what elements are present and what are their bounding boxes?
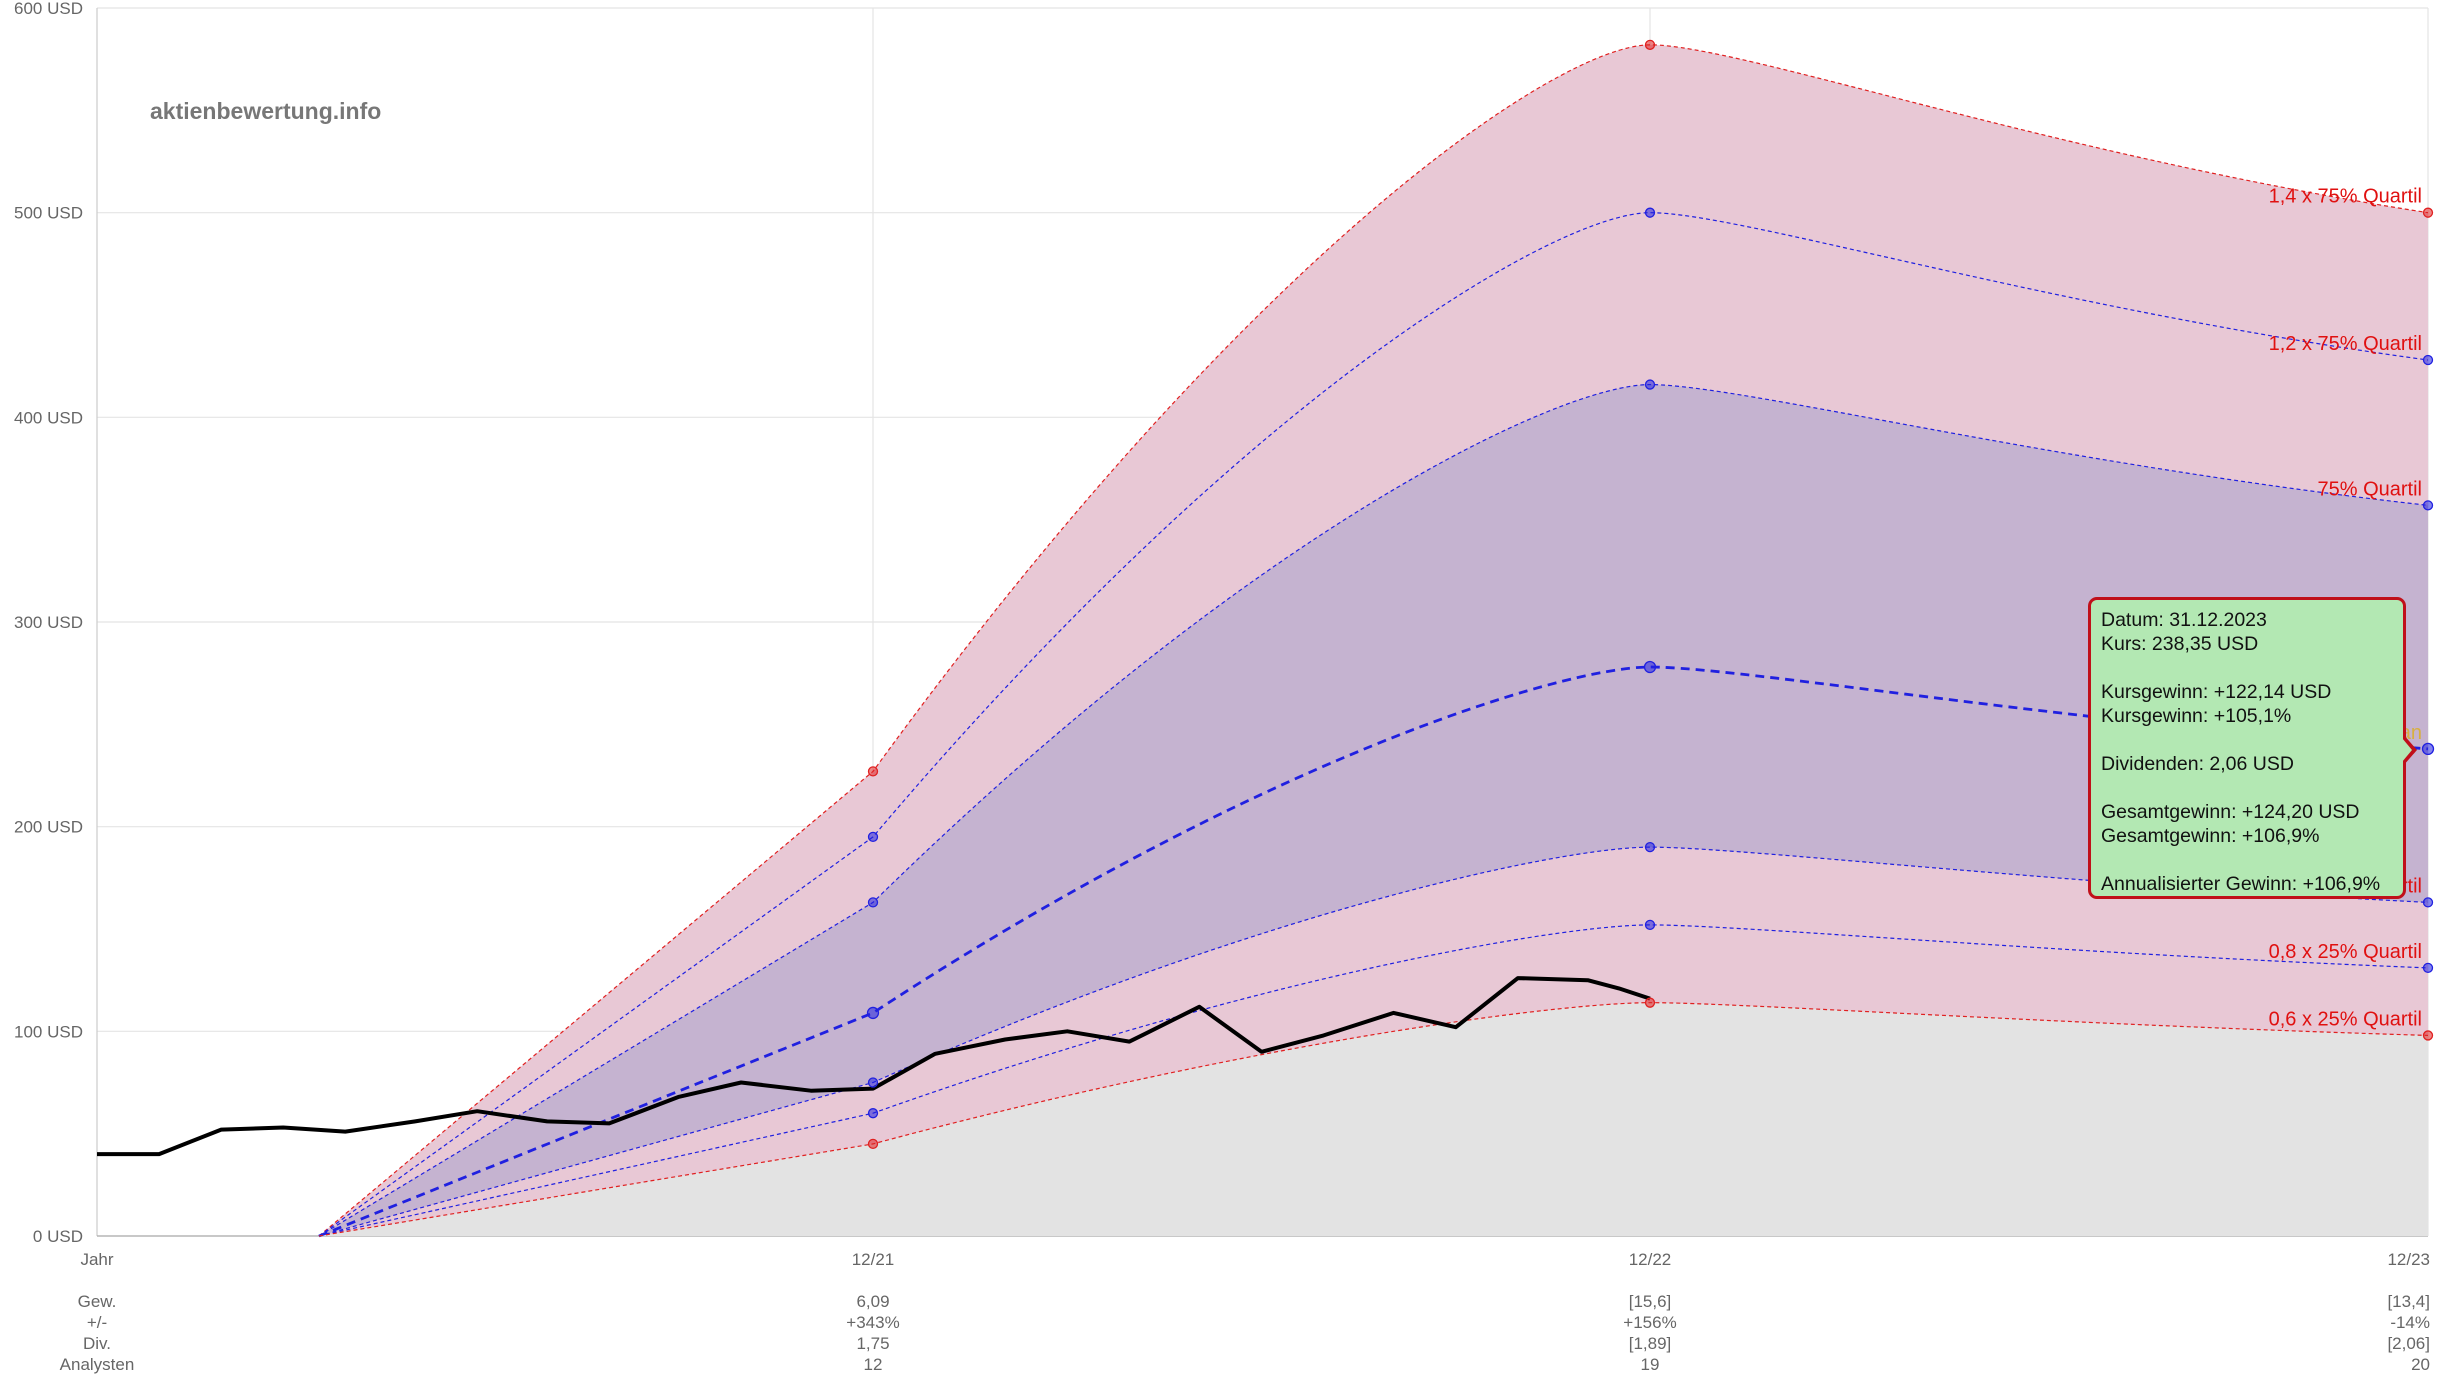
y-tick-label: 500 USD <box>14 204 83 223</box>
y-tick-label: 400 USD <box>14 408 83 427</box>
table-cell: [2,06] <box>2387 1334 2430 1353</box>
x-tick-labels: Jahr 12/21 12/22 12/23 <box>80 1250 2430 1269</box>
band-point-1-2 <box>2422 354 2434 366</box>
watermark: aktienbewertung.info <box>150 98 381 124</box>
band-point-4-0 <box>867 1077 879 1088</box>
table-cell: [1,89] <box>1629 1334 1672 1353</box>
band-point-6-1 <box>1644 997 1656 1008</box>
band-line-2 <box>318 383 2429 1237</box>
band-point-0-2 <box>2422 207 2434 218</box>
tooltip-price: Kurs: 238,35 USD <box>2101 633 2259 655</box>
price-series-line <box>97 976 1651 1157</box>
tooltip: Datum: 31.12.2023 Kurs: 238,35 USD Kursg… <box>2088 597 2406 899</box>
y-tick-label: 0 USD <box>33 1227 83 1246</box>
x-tick-label: 12/21 <box>852 1250 895 1269</box>
stats-table: Gew. +/- Div. Analysten 6,09 +343% 1,75 12 [15,6… <box>60 1292 2430 1374</box>
y-tick-label: 300 USD <box>14 613 83 632</box>
band-point-3-0 <box>866 1006 880 1020</box>
band-point-4-2 <box>2422 897 2434 908</box>
table-row-label: Gew. <box>78 1292 117 1311</box>
band-point-3-1 <box>1643 660 1657 674</box>
band-point-6-2 <box>2422 1030 2434 1041</box>
table-cell: 19 <box>1641 1355 1660 1374</box>
table-row-label: Div. <box>83 1334 111 1353</box>
band-point-5-1 <box>1644 919 1656 931</box>
x-tick-label: 12/22 <box>1629 1250 1672 1269</box>
band-label: 0,6 x 25% Quartil <box>2269 1008 2422 1030</box>
table-cell: [13,4] <box>2387 1292 2430 1311</box>
band-line-1 <box>318 212 2429 1237</box>
band-label: 1,4 x 75% Quartil <box>2269 186 2422 208</box>
table-row-label: Analysten <box>60 1355 135 1374</box>
table-cell: -14% <box>2390 1313 2430 1332</box>
price-line <box>97 976 1651 1157</box>
y-tick-label: 200 USD <box>14 818 83 837</box>
band-point-5-2 <box>2422 962 2434 974</box>
band-point-6-0 <box>867 1138 879 1150</box>
below-band-area <box>319 1002 2428 1236</box>
table-cell: +343% <box>846 1313 899 1332</box>
tooltip-annualized: Annualisierter Gewinn: +106,9% <box>2101 873 2381 895</box>
band-label: 1,2 x 75% Quartil <box>2269 333 2422 355</box>
table-cell: +156% <box>1623 1313 1676 1332</box>
tooltip-total-pct: Gesamtgewinn: +106,9% <box>2101 825 2320 847</box>
tooltip-date: Datum: 31.12.2023 <box>2101 609 2267 631</box>
table-cell: 6,09 <box>856 1292 889 1311</box>
tooltip-dividends: Dividenden: 2,06 USD <box>2101 753 2294 775</box>
y-tick-label: 100 USD <box>14 1022 83 1041</box>
band-point-2-2 <box>2422 500 2434 511</box>
table-cell: [15,6] <box>1629 1292 1672 1311</box>
table-cell: 12 <box>864 1355 883 1374</box>
band-line-0 <box>318 44 2429 1237</box>
band-point-4-1 <box>1644 841 1656 853</box>
tooltip-total-abs: Gesamtgewinn: +124,20 USD <box>2101 801 2360 823</box>
x-axis-title: Jahr <box>80 1250 113 1269</box>
band-point-2-1 <box>1644 379 1656 390</box>
band-label: 75% Quartil <box>2318 478 2423 500</box>
band-points <box>866 39 2435 1150</box>
band-label: 0,8 x 25% Quartil <box>2269 941 2422 963</box>
table-row-label: +/- <box>87 1313 107 1332</box>
band-point-1-0 <box>867 831 879 843</box>
band-point-0-1 <box>1644 39 1656 50</box>
y-tick-labels: 0 USD 100 USD 200 USD 300 USD 400 USD 500 USD… <box>14 0 83 1246</box>
table-cell: 20 <box>2411 1355 2430 1374</box>
tooltip-gain-pct: Kursgewinn: +105,1% <box>2101 705 2292 727</box>
table-cell: 1,75 <box>856 1334 889 1353</box>
y-tick-label: 600 USD <box>14 0 83 18</box>
band-point-5-0 <box>867 1108 879 1119</box>
band-point-1-1 <box>1644 207 1656 218</box>
band-point-2-0 <box>867 897 879 908</box>
band-point-3-2 <box>2421 742 2435 756</box>
band-areas <box>319 44 2428 1237</box>
band-line-3 <box>318 665 2429 1238</box>
band-point-0-0 <box>867 766 879 777</box>
tooltip-gain-abs: Kursgewinn: +122,14 USD <box>2101 681 2332 703</box>
x-tick-label: 12/23 <box>2387 1250 2430 1269</box>
